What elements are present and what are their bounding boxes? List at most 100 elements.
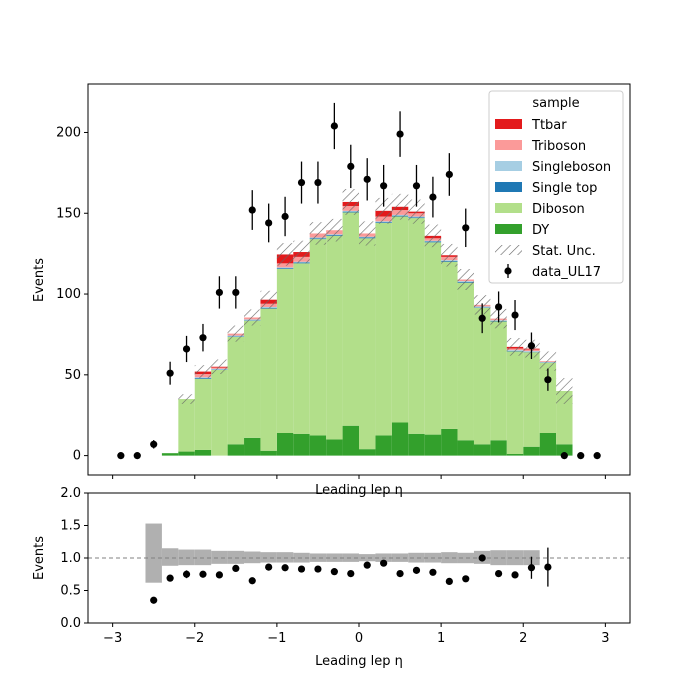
ratio-band-bin	[194, 549, 212, 566]
ratio-y-tick-label: 2.0	[60, 486, 81, 501]
bar-diboson	[194, 378, 212, 450]
data-point	[544, 376, 552, 384]
stat-unc-bin	[293, 240, 310, 264]
legend-label: Stat. Unc.	[532, 244, 596, 259]
data-point	[527, 342, 536, 350]
bar-diboson	[260, 308, 277, 451]
bar-diboson	[457, 282, 474, 441]
ratio-band-bin	[457, 552, 474, 564]
legend-swatch	[495, 161, 522, 171]
bar-diboson	[523, 352, 540, 447]
data-point	[560, 452, 568, 460]
bar-dy	[326, 439, 343, 456]
ratio-band-bin	[490, 550, 507, 566]
bar-dy	[309, 435, 327, 456]
data-point	[166, 369, 174, 377]
legend-label: Triboson	[531, 139, 586, 154]
bar-dy	[506, 453, 524, 456]
main-y-axis-label: Events	[32, 258, 47, 302]
stat-unc-bin	[326, 218, 343, 242]
ratio-point	[462, 575, 470, 583]
bar-diboson	[506, 351, 524, 454]
ratio-point	[412, 566, 421, 574]
legend-swatch-hatch	[495, 245, 522, 255]
ratio-y-axis-label: Events	[32, 536, 47, 580]
bar-diboson	[539, 362, 557, 433]
data-point	[462, 224, 470, 232]
stat-unc-bin	[375, 197, 392, 224]
ratio-band-bin	[211, 550, 228, 564]
bar-diboson	[342, 212, 359, 426]
legend-label: Singleboson	[532, 160, 611, 175]
ratio-point	[297, 565, 306, 573]
bar-dy	[473, 444, 491, 456]
bar-dy	[490, 440, 507, 456]
data-point	[150, 440, 158, 448]
ratio-band-bin	[244, 551, 261, 564]
bar-dy	[342, 425, 359, 456]
bar-diboson	[326, 235, 343, 440]
legend-swatch	[495, 119, 522, 129]
ratio-band-bin	[161, 548, 179, 566]
ratio-point	[232, 564, 240, 573]
bar-diboson	[211, 369, 228, 456]
bar-diboson	[391, 216, 409, 423]
stacked-histogram	[161, 201, 573, 456]
data-point	[248, 206, 256, 214]
stat-unc-bin	[359, 221, 376, 246]
main-plot: 0 50 100 150 200 Events Leading lep η sample…	[32, 83, 631, 498]
ratio-y-tick-label: 0.0	[60, 616, 81, 631]
data-point	[215, 288, 223, 297]
stat-unc-bin	[309, 222, 327, 245]
ratio-point	[478, 554, 486, 562]
bar-dy	[359, 449, 376, 456]
ratio-point	[248, 577, 256, 585]
ratio-band-bin	[391, 553, 409, 562]
data-point	[265, 219, 273, 227]
ratio-band-bin	[178, 549, 195, 566]
ratio-point	[182, 570, 191, 578]
data-point	[182, 345, 191, 353]
bar-dy	[161, 453, 179, 456]
bar-dy	[178, 451, 195, 456]
bar-dy	[391, 422, 409, 456]
stat-unc-bin	[506, 337, 524, 356]
legend-items: Ttbar Triboson Singleboson Single top Diboso…	[495, 118, 611, 280]
bar-singleboson	[276, 267, 294, 269]
main-y-ticks: 0 50 100 150 200	[56, 125, 88, 464]
ratio-x-tick-label: 3	[601, 631, 609, 646]
data-point	[445, 170, 453, 179]
data-point	[330, 122, 338, 130]
legend-swatch	[495, 203, 522, 213]
data-point	[478, 314, 486, 322]
stat-unc-bin	[441, 243, 458, 267]
ratio-y-ticks: 0.0 0.5 1.0 1.5 2.0	[60, 486, 88, 631]
ratio-x-tick-label: −1	[267, 631, 286, 646]
stat-unc-bin	[342, 189, 359, 215]
ratio-points	[150, 547, 552, 604]
data-point	[347, 162, 355, 171]
bar-diboson	[244, 320, 261, 438]
data-point	[593, 452, 601, 460]
ratio-point	[199, 570, 207, 578]
legend-frame	[488, 90, 624, 284]
bar-diboson	[408, 218, 425, 434]
ratio-point	[429, 568, 437, 576]
data-point	[133, 452, 141, 460]
stat-unc-bin	[227, 325, 245, 342]
legend-swatch	[495, 140, 522, 150]
bar-dy	[523, 446, 540, 456]
bar-diboson	[227, 336, 245, 445]
ratio-point	[281, 564, 289, 572]
bar-single-top	[276, 268, 294, 269]
data-point	[429, 193, 437, 201]
ratio-point	[527, 564, 536, 572]
ratio-point	[150, 596, 158, 604]
stat-unc-bin	[260, 290, 277, 309]
legend-marker	[504, 267, 512, 275]
data-point	[297, 178, 306, 187]
data-point	[281, 212, 289, 221]
stat-unc-bin	[539, 351, 557, 371]
ratio-plot: 0.0 0.5 1.0 1.5 2.0 −3 −2 −1 0 1 2 3 Events Leadin…	[32, 486, 631, 669]
ratio-point	[314, 565, 322, 573]
